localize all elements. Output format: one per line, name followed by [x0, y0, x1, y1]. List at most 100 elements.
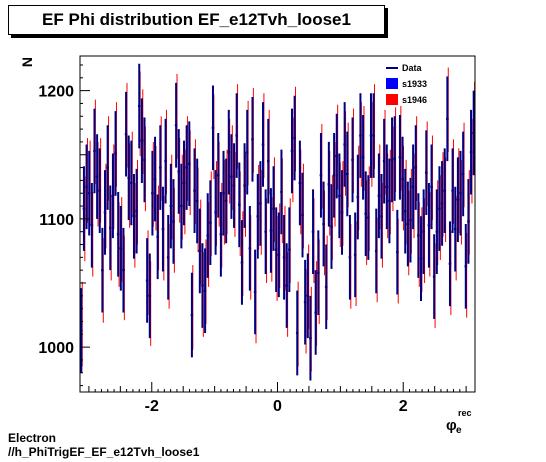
- data-point: [390, 117, 394, 203]
- data-point: [261, 102, 265, 187]
- data-point: [277, 212, 281, 298]
- data-point: [248, 206, 252, 291]
- data-point: [388, 158, 391, 244]
- data-point: [124, 91, 128, 177]
- data-point: [343, 102, 346, 187]
- data-point: [314, 270, 317, 355]
- data-point: [209, 180, 212, 266]
- data-point: [161, 186, 165, 272]
- data-point: [187, 121, 191, 207]
- data-point: [322, 181, 325, 267]
- data-point: [214, 170, 217, 255]
- data-point: [303, 259, 307, 345]
- data-point: [122, 227, 125, 313]
- x-axis-title-sup: rec: [458, 408, 472, 418]
- data-point: [443, 148, 447, 233]
- data-point: [409, 177, 412, 263]
- data-point: [345, 131, 349, 217]
- x-tick-label: 2: [399, 398, 408, 415]
- legend-swatch: [386, 78, 398, 89]
- data-point: [377, 153, 381, 239]
- data-point: [290, 108, 294, 194]
- footer-line-2: //h_PhiTrigEF_EF_e12Tvh_loose1: [8, 445, 200, 459]
- data-point: [172, 179, 175, 264]
- data-point: [448, 221, 452, 307]
- data-point: [361, 114, 365, 200]
- data-point: [151, 150, 154, 236]
- data-point: [240, 220, 244, 305]
- data-point: [132, 173, 136, 259]
- data-point: [164, 118, 167, 204]
- data-point: [393, 116, 396, 201]
- data-point: [98, 148, 102, 233]
- data-point: [311, 189, 315, 275]
- data-point: [253, 249, 257, 335]
- data-point: [177, 129, 181, 214]
- data-point: [332, 132, 336, 218]
- data-point: [372, 93, 375, 178]
- data-point: [174, 82, 178, 168]
- data-point: [224, 158, 228, 244]
- data-point: [359, 93, 362, 178]
- legend-entry: s1946: [386, 94, 427, 105]
- data-point: [114, 111, 117, 196]
- data-point: [469, 109, 473, 195]
- data-point: [232, 143, 236, 228]
- data-point: [356, 154, 360, 240]
- data-point: [459, 150, 462, 236]
- x-axis-title-sub: e: [456, 425, 462, 436]
- data-point: [111, 153, 115, 239]
- data-point: [446, 76, 449, 162]
- data-point: [430, 144, 433, 230]
- data-point: [301, 172, 304, 258]
- data-point: [101, 227, 104, 313]
- data-point: [456, 157, 460, 242]
- data-point: [251, 97, 254, 182]
- data-point: [169, 163, 173, 249]
- data-point: [293, 95, 296, 181]
- data-point: [93, 108, 96, 194]
- data-point: [130, 140, 133, 226]
- data-point: [203, 248, 207, 334]
- y-axis: 1000 1100 1200: [38, 64, 90, 387]
- data-point: [317, 230, 320, 316]
- data-point: [235, 93, 238, 178]
- data-point: [382, 118, 386, 204]
- data-point: [422, 189, 425, 275]
- data-point: [180, 163, 183, 249]
- data-point: [227, 109, 231, 195]
- data-point: [156, 194, 159, 280]
- data-point: [335, 113, 339, 199]
- data-point: [95, 134, 99, 219]
- data-point: [464, 224, 468, 309]
- data-point: [298, 140, 302, 226]
- data-point: [427, 182, 431, 268]
- data-point: [264, 189, 267, 275]
- data-point: [193, 148, 196, 233]
- data-points-layer: [80, 63, 475, 381]
- data-point: [414, 125, 418, 210]
- legend-entry: Data: [386, 63, 423, 73]
- data-point: [440, 161, 444, 246]
- data-point: [340, 170, 344, 255]
- data-point: [419, 216, 423, 301]
- data-point: [198, 208, 202, 294]
- y-axis-title: N: [19, 57, 35, 67]
- data-point: [108, 185, 112, 271]
- footer-info: Electron //h_PhiTrigEF_EF_e12Tvh_loose1: [8, 431, 199, 459]
- data-point: [90, 182, 94, 268]
- data-point: [451, 148, 454, 233]
- y-tick-label: 1100: [39, 212, 74, 229]
- data-point: [348, 215, 352, 300]
- data-point: [140, 98, 144, 183]
- data-point: [453, 186, 457, 272]
- data-point: [206, 193, 210, 278]
- data-point: [201, 243, 204, 328]
- data-point: [238, 162, 241, 248]
- data-point: [216, 132, 220, 218]
- data-point: [424, 130, 428, 216]
- data-point: [280, 149, 283, 235]
- data-point: [266, 118, 270, 204]
- data-point: [153, 136, 157, 222]
- data-point: [195, 158, 199, 244]
